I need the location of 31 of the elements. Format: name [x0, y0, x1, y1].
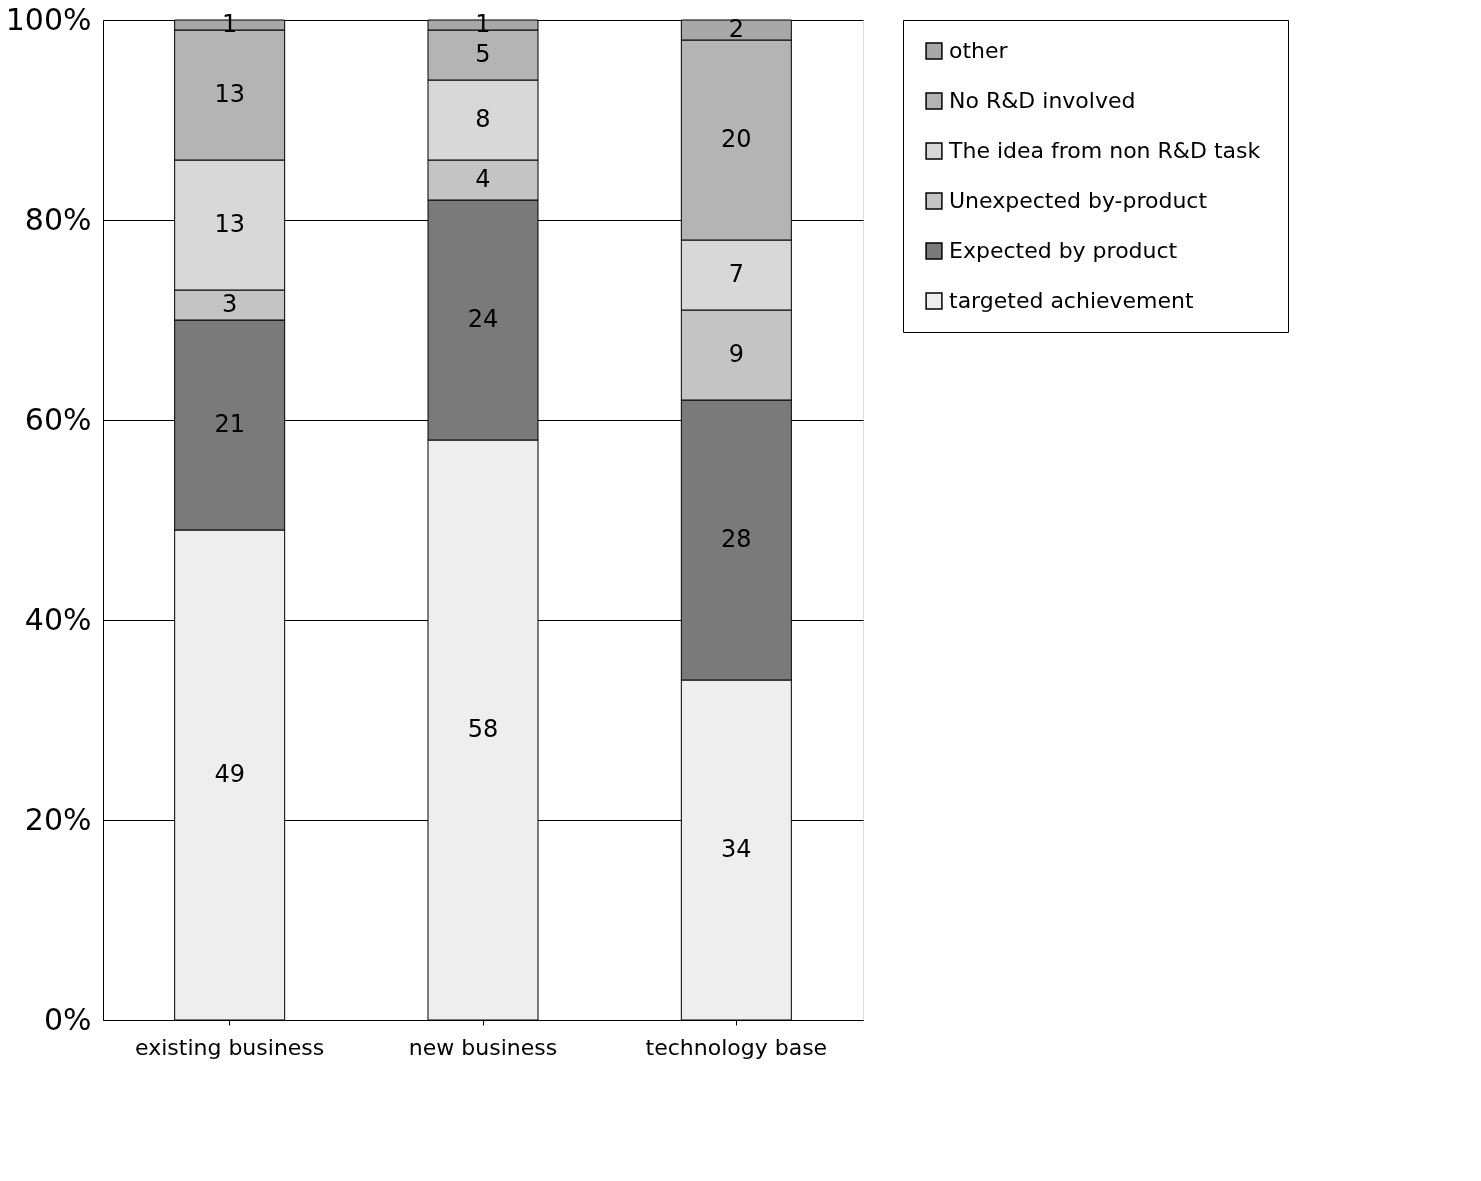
data-label: 28 — [721, 525, 752, 553]
legend-label: The idea from non R&D task — [948, 138, 1261, 163]
legend-label: Expected by product — [949, 238, 1178, 263]
data-label: 58 — [467, 715, 499, 743]
data-label: 13 — [214, 80, 245, 108]
data-label: 21 — [214, 410, 245, 438]
legend-label: other — [949, 38, 1009, 63]
data-label: 7 — [728, 260, 744, 288]
data-label: 9 — [728, 340, 744, 368]
x-tick-label: technology base — [645, 1034, 828, 1060]
data-label: 2 — [728, 15, 744, 43]
x-tick-label: new business — [408, 1034, 558, 1060]
legend-label: targeted achievement — [949, 288, 1195, 313]
y-tick-label: 80% — [24, 201, 92, 237]
data-label: 20 — [721, 125, 752, 153]
y-tick-label: 100% — [5, 1, 92, 37]
data-label: 5 — [475, 40, 491, 68]
data-label: 4 — [475, 165, 491, 193]
data-label: 34 — [721, 835, 752, 863]
data-label: 3 — [222, 290, 238, 318]
x-tick-label: existing business — [135, 1034, 325, 1060]
legend-label: Unexpected by-product — [949, 188, 1208, 213]
y-tick-label: 0% — [43, 1001, 92, 1037]
legend-label: No R&D involved — [949, 88, 1136, 113]
y-tick-label: 20% — [24, 801, 92, 837]
data-label: 49 — [214, 760, 245, 788]
data-label: 24 — [467, 305, 499, 333]
y-tick-label: 40% — [24, 601, 92, 637]
data-label: 13 — [214, 210, 245, 238]
y-tick-label: 60% — [24, 401, 92, 437]
data-label: 8 — [475, 105, 491, 133]
